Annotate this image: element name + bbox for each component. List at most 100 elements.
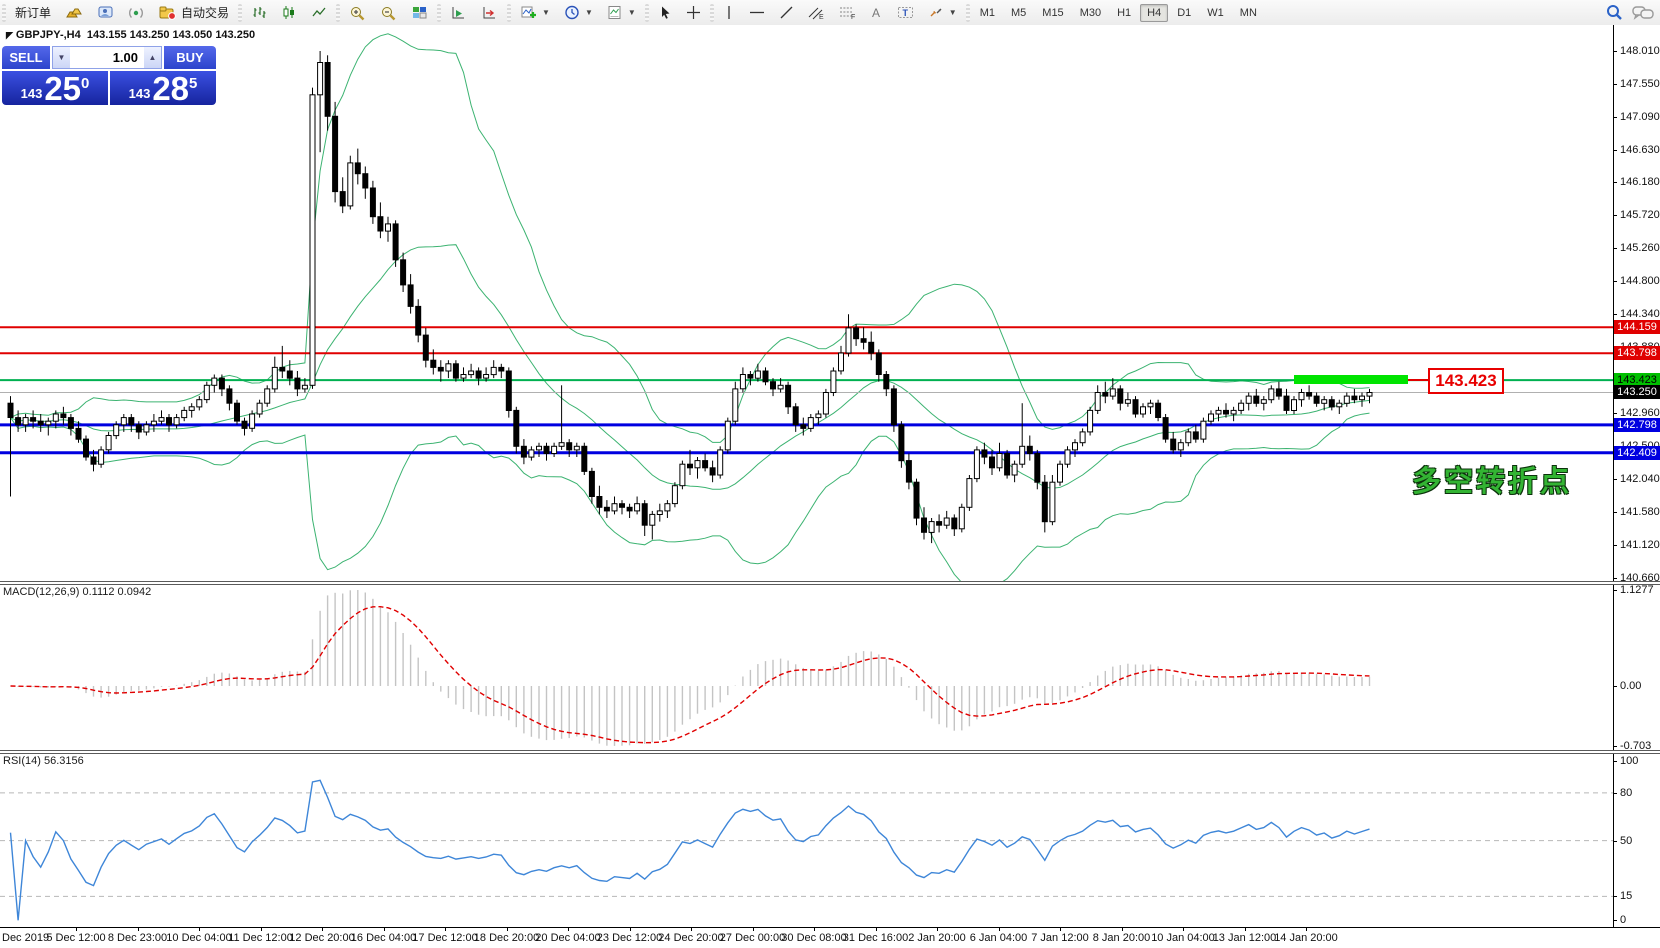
timeframe-M5[interactable]: M5: [1011, 6, 1027, 19]
template-button[interactable]: ▼: [601, 1, 642, 25]
candle: [468, 363, 475, 379]
volume-increase-button[interactable]: ▲: [144, 47, 161, 68]
add-indicator-button[interactable]: ▼: [514, 1, 556, 25]
candle: [898, 421, 905, 468]
rsi-label: RSI(14) 56.3156: [3, 755, 84, 767]
time-tick: [383, 928, 385, 931]
zoom-out-button[interactable]: [374, 1, 403, 25]
zoom-in-button[interactable]: [343, 1, 372, 25]
timeframe-M1[interactable]: M1: [979, 6, 995, 19]
candle: [724, 417, 731, 454]
text-label-button[interactable]: T: [891, 1, 920, 25]
candle: [339, 177, 346, 214]
candle: [702, 453, 709, 472]
volume-decrease-button[interactable]: ▼: [53, 47, 70, 68]
equidistant-channel-button[interactable]: E: [802, 1, 831, 25]
search-icon[interactable]: [1605, 4, 1624, 21]
trader-account-icon: [97, 5, 114, 20]
candle: [551, 442, 558, 457]
timeframe-MN[interactable]: MN: [1239, 6, 1257, 19]
candle: [309, 87, 316, 389]
candle: [588, 467, 595, 504]
volume-value[interactable]: 1.00: [112, 50, 138, 65]
sell-button[interactable]: SELL: [2, 46, 50, 69]
horizontal-line-icon: [749, 5, 765, 20]
trendline-button[interactable]: [773, 1, 800, 25]
candlestick-chart-button[interactable]: [275, 1, 303, 25]
axis-tick: [1613, 215, 1617, 216]
time-tick: [568, 928, 569, 931]
text-button[interactable]: A: [864, 1, 889, 25]
auto-scroll-button[interactable]: [444, 1, 473, 25]
axis-tick: [1613, 84, 1617, 85]
vertical-line-button[interactable]: [717, 1, 741, 25]
candle: [1260, 396, 1267, 411]
macd-layer[interactable]: [0, 585, 1660, 750]
cursor-button[interactable]: [652, 1, 678, 25]
pane-separator[interactable]: [0, 750, 1660, 754]
rsi-pane[interactable]: [0, 754, 1660, 927]
line-chart-icon: [311, 5, 327, 20]
candle: [286, 360, 293, 386]
time-tick: [1306, 928, 1307, 931]
axis-tick: [1613, 841, 1617, 842]
axis-tick: [1613, 545, 1617, 546]
candle: [317, 51, 324, 153]
periods-button[interactable]: ▼: [558, 1, 599, 25]
tile-windows-button[interactable]: [405, 1, 434, 25]
signals-button[interactable]: [122, 1, 151, 25]
timeframe-M15[interactable]: M15: [1042, 6, 1064, 19]
timeframe-bar: M1 M5 M15 M30 H1 H4 D1 W1 MN: [972, 3, 1265, 22]
candle: [67, 414, 74, 436]
new-order-button[interactable]: 新订单: [9, 1, 57, 25]
candle: [1064, 446, 1071, 468]
time-tick: [998, 928, 1000, 931]
candle: [883, 371, 890, 397]
bar-chart-button[interactable]: [245, 1, 273, 25]
timeframe-H1[interactable]: H1: [1117, 6, 1132, 19]
buy-price[interactable]: 143 28 5: [110, 71, 216, 105]
candle: [966, 475, 973, 511]
market-watch-button[interactable]: [59, 1, 89, 25]
candlestick-layer[interactable]: [0, 25, 1660, 581]
timeframe-H4[interactable]: H4: [1140, 3, 1169, 22]
candle: [641, 500, 648, 536]
chevron-down-icon: ▼: [542, 8, 550, 17]
price-chart-pane[interactable]: [0, 25, 1660, 581]
candle: [128, 414, 135, 432]
line-chart-button[interactable]: [305, 1, 333, 25]
timeframe-D1[interactable]: D1: [1177, 6, 1192, 19]
candle: [1177, 439, 1184, 457]
rsi-tick-label: 0: [1620, 914, 1627, 926]
fibonacci-button[interactable]: F: [833, 1, 862, 25]
candle: [785, 381, 792, 414]
candle: [505, 367, 512, 418]
candle: [709, 460, 716, 483]
time-axis[interactable]: Dec 2019 5 Dec 12:00 8 Dec 23:00 10 Dec 04:…: [0, 927, 1660, 948]
accounts-button[interactable]: [91, 1, 120, 25]
signal-icon: [128, 5, 145, 20]
axis-tick: [1613, 686, 1617, 687]
horizontal-line-button[interactable]: [743, 1, 771, 25]
time-tick-label: 27 Dec 00:00: [719, 932, 786, 944]
time-tick-label: 30 Dec 08:00: [781, 932, 847, 944]
sell-price[interactable]: 143 25 0: [2, 71, 108, 105]
pane-separator[interactable]: [0, 581, 1660, 585]
rsi-layer[interactable]: [0, 754, 1660, 927]
timeframe-M30[interactable]: M30: [1079, 6, 1102, 19]
chevron-down-icon: ▼: [584, 8, 593, 17]
buy-button[interactable]: BUY: [164, 46, 216, 69]
candle: [958, 503, 965, 533]
chart-shift-button[interactable]: [475, 1, 504, 25]
timeframe-W1[interactable]: W1: [1207, 6, 1224, 19]
candle: [1034, 449, 1041, 490]
candle: [30, 410, 37, 429]
time-tick: [814, 928, 815, 931]
candle: [596, 485, 603, 515]
shapes-button[interactable]: ▼: [922, 1, 963, 25]
macd-pane[interactable]: [0, 585, 1660, 750]
chat-icon[interactable]: [1632, 5, 1654, 21]
crosshair-button[interactable]: [680, 1, 707, 25]
candle: [815, 410, 822, 425]
autotrade-button[interactable]: 自动交易: [153, 1, 235, 25]
